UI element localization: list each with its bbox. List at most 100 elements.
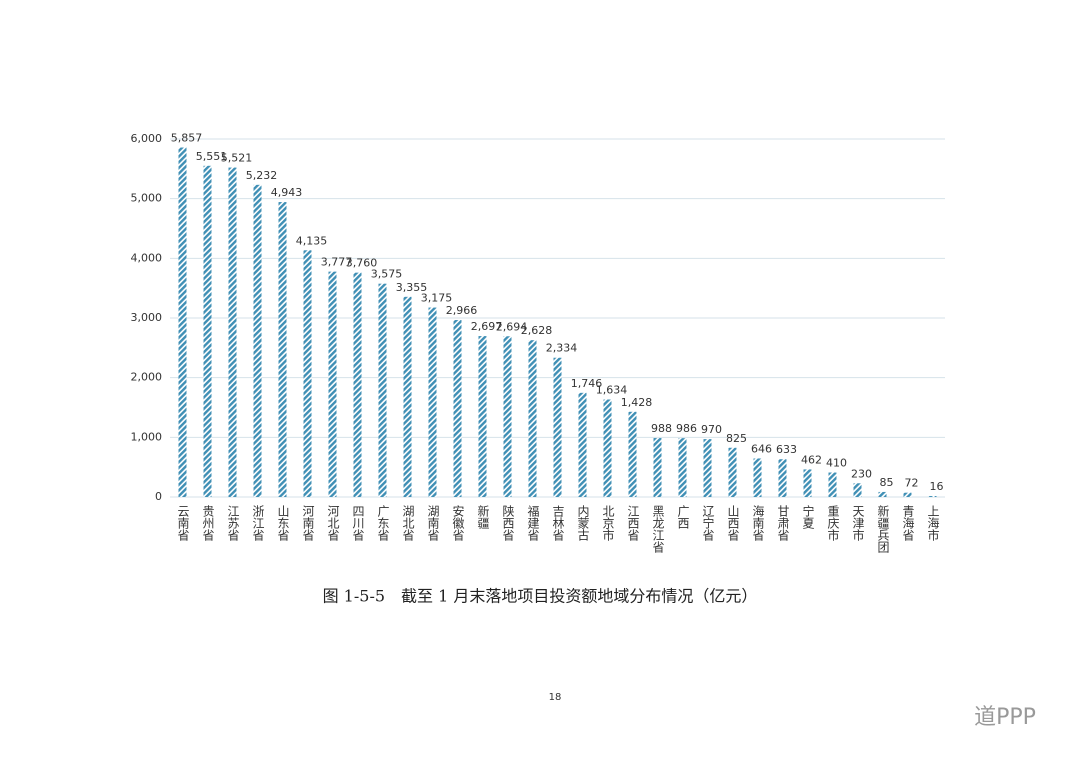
x-tick-label: 山东省 xyxy=(276,505,290,541)
value-label: 16 xyxy=(930,480,944,493)
x-tick-label: 云南省 xyxy=(176,505,190,541)
value-label: 2,694 xyxy=(496,320,528,333)
value-label: 3,355 xyxy=(396,281,428,294)
value-label: 72 xyxy=(905,477,919,490)
x-tick-label: 贵州省 xyxy=(201,505,215,541)
y-tick-label: 0 xyxy=(155,490,162,503)
bar xyxy=(503,336,512,497)
x-tick-label: 天津市 xyxy=(851,505,865,541)
value-label: 3,777 xyxy=(321,256,353,269)
x-tick-label: 浙江省 xyxy=(251,505,265,541)
bar xyxy=(453,320,462,497)
x-tick-label: 四川省 xyxy=(351,505,365,541)
bar xyxy=(303,250,312,497)
x-tick-label: 江苏省 xyxy=(226,505,240,541)
x-tick-label: 内蒙古 xyxy=(576,505,590,541)
bar xyxy=(578,392,587,497)
bar xyxy=(603,399,612,497)
bar xyxy=(428,307,437,497)
bar xyxy=(278,202,287,497)
value-label: 3,175 xyxy=(421,292,453,305)
value-label: 4,943 xyxy=(271,186,303,199)
bar xyxy=(228,167,237,498)
value-label: 5,857 xyxy=(171,132,203,145)
value-label: 988 xyxy=(651,422,672,435)
value-label: 646 xyxy=(751,442,772,455)
x-tick-label: 广东省 xyxy=(376,505,390,541)
x-tick-label: 青海省 xyxy=(901,505,915,541)
bar xyxy=(553,357,562,497)
x-tick-label: 湖北省 xyxy=(401,504,415,541)
value-label: 633 xyxy=(776,443,797,456)
bar xyxy=(728,447,737,497)
y-tick-label: 4,000 xyxy=(131,251,163,264)
bar xyxy=(703,439,712,497)
x-tick-label: 吉林省 xyxy=(551,505,565,541)
x-tick-label: 山西省 xyxy=(726,505,740,541)
value-label: 85 xyxy=(880,476,894,489)
x-tick-label: 福建省 xyxy=(526,504,540,541)
x-tick-label: 河北省 xyxy=(326,505,340,541)
x-tick-label: 广西 xyxy=(676,505,690,529)
x-tick-label: 重庆市 xyxy=(826,505,840,541)
x-tick-label: 江西省 xyxy=(626,505,640,541)
y-tick-label: 2,000 xyxy=(131,371,163,384)
bar xyxy=(178,147,187,497)
bar xyxy=(678,438,687,497)
value-label: 2,628 xyxy=(521,324,553,337)
bar xyxy=(928,496,937,497)
x-tick-label: 河南省 xyxy=(301,505,315,541)
value-label: 5,521 xyxy=(221,152,253,165)
value-label: 1,634 xyxy=(596,384,628,397)
value-label: 3,760 xyxy=(346,257,378,270)
x-tick-label: 宁夏 xyxy=(801,504,815,529)
x-tick-label: 黑龙江省 xyxy=(651,505,665,553)
x-tick-label: 上海市 xyxy=(926,505,940,541)
bar xyxy=(378,283,387,497)
bar xyxy=(903,492,912,497)
value-label: 4,135 xyxy=(296,234,328,247)
value-label: 3,575 xyxy=(371,268,403,281)
x-tick-label: 陕西省 xyxy=(501,504,515,541)
value-label: 462 xyxy=(801,453,822,466)
bar xyxy=(403,296,412,497)
value-label: 2,697 xyxy=(471,320,503,333)
bar xyxy=(528,340,537,497)
y-tick-label: 6,000 xyxy=(131,132,163,145)
bar xyxy=(653,438,662,497)
x-tick-label: 新疆 xyxy=(476,504,490,529)
value-label: 230 xyxy=(851,467,872,480)
x-tick-label: 新疆兵团 xyxy=(876,504,890,554)
value-label: 1,428 xyxy=(621,396,653,409)
bar xyxy=(253,184,262,497)
bar xyxy=(328,271,337,497)
bar xyxy=(753,458,762,497)
bar xyxy=(828,472,837,497)
x-tick-label: 海南省 xyxy=(751,504,765,541)
y-tick-label: 5,000 xyxy=(131,192,163,205)
value-label: 5,551 xyxy=(196,150,228,163)
x-tick-label: 北京市 xyxy=(601,505,615,541)
bar xyxy=(778,459,787,497)
x-tick-label: 甘肃省 xyxy=(776,505,790,541)
value-label: 970 xyxy=(701,423,722,436)
value-label: 986 xyxy=(676,422,697,435)
x-tick-label: 湖南省 xyxy=(426,504,440,541)
bar xyxy=(353,272,362,497)
y-tick-label: 3,000 xyxy=(131,311,163,324)
value-label: 5,232 xyxy=(246,169,278,182)
x-tick-label: 安徽省 xyxy=(451,504,465,541)
bar xyxy=(803,469,812,497)
value-label: 2,334 xyxy=(546,342,578,355)
chart-title: 图 1-5-5 截至 1 月末落地项目投资额地域分布情况（亿元） xyxy=(323,587,758,606)
value-label: 410 xyxy=(826,457,847,470)
bar xyxy=(878,491,887,497)
value-label: 825 xyxy=(726,432,747,445)
bar xyxy=(203,165,212,497)
bar xyxy=(478,336,487,497)
value-label: 1,746 xyxy=(571,377,603,390)
watermark: 道PPP xyxy=(974,705,1036,730)
page-number: 18 xyxy=(549,692,562,703)
bar xyxy=(628,411,637,497)
